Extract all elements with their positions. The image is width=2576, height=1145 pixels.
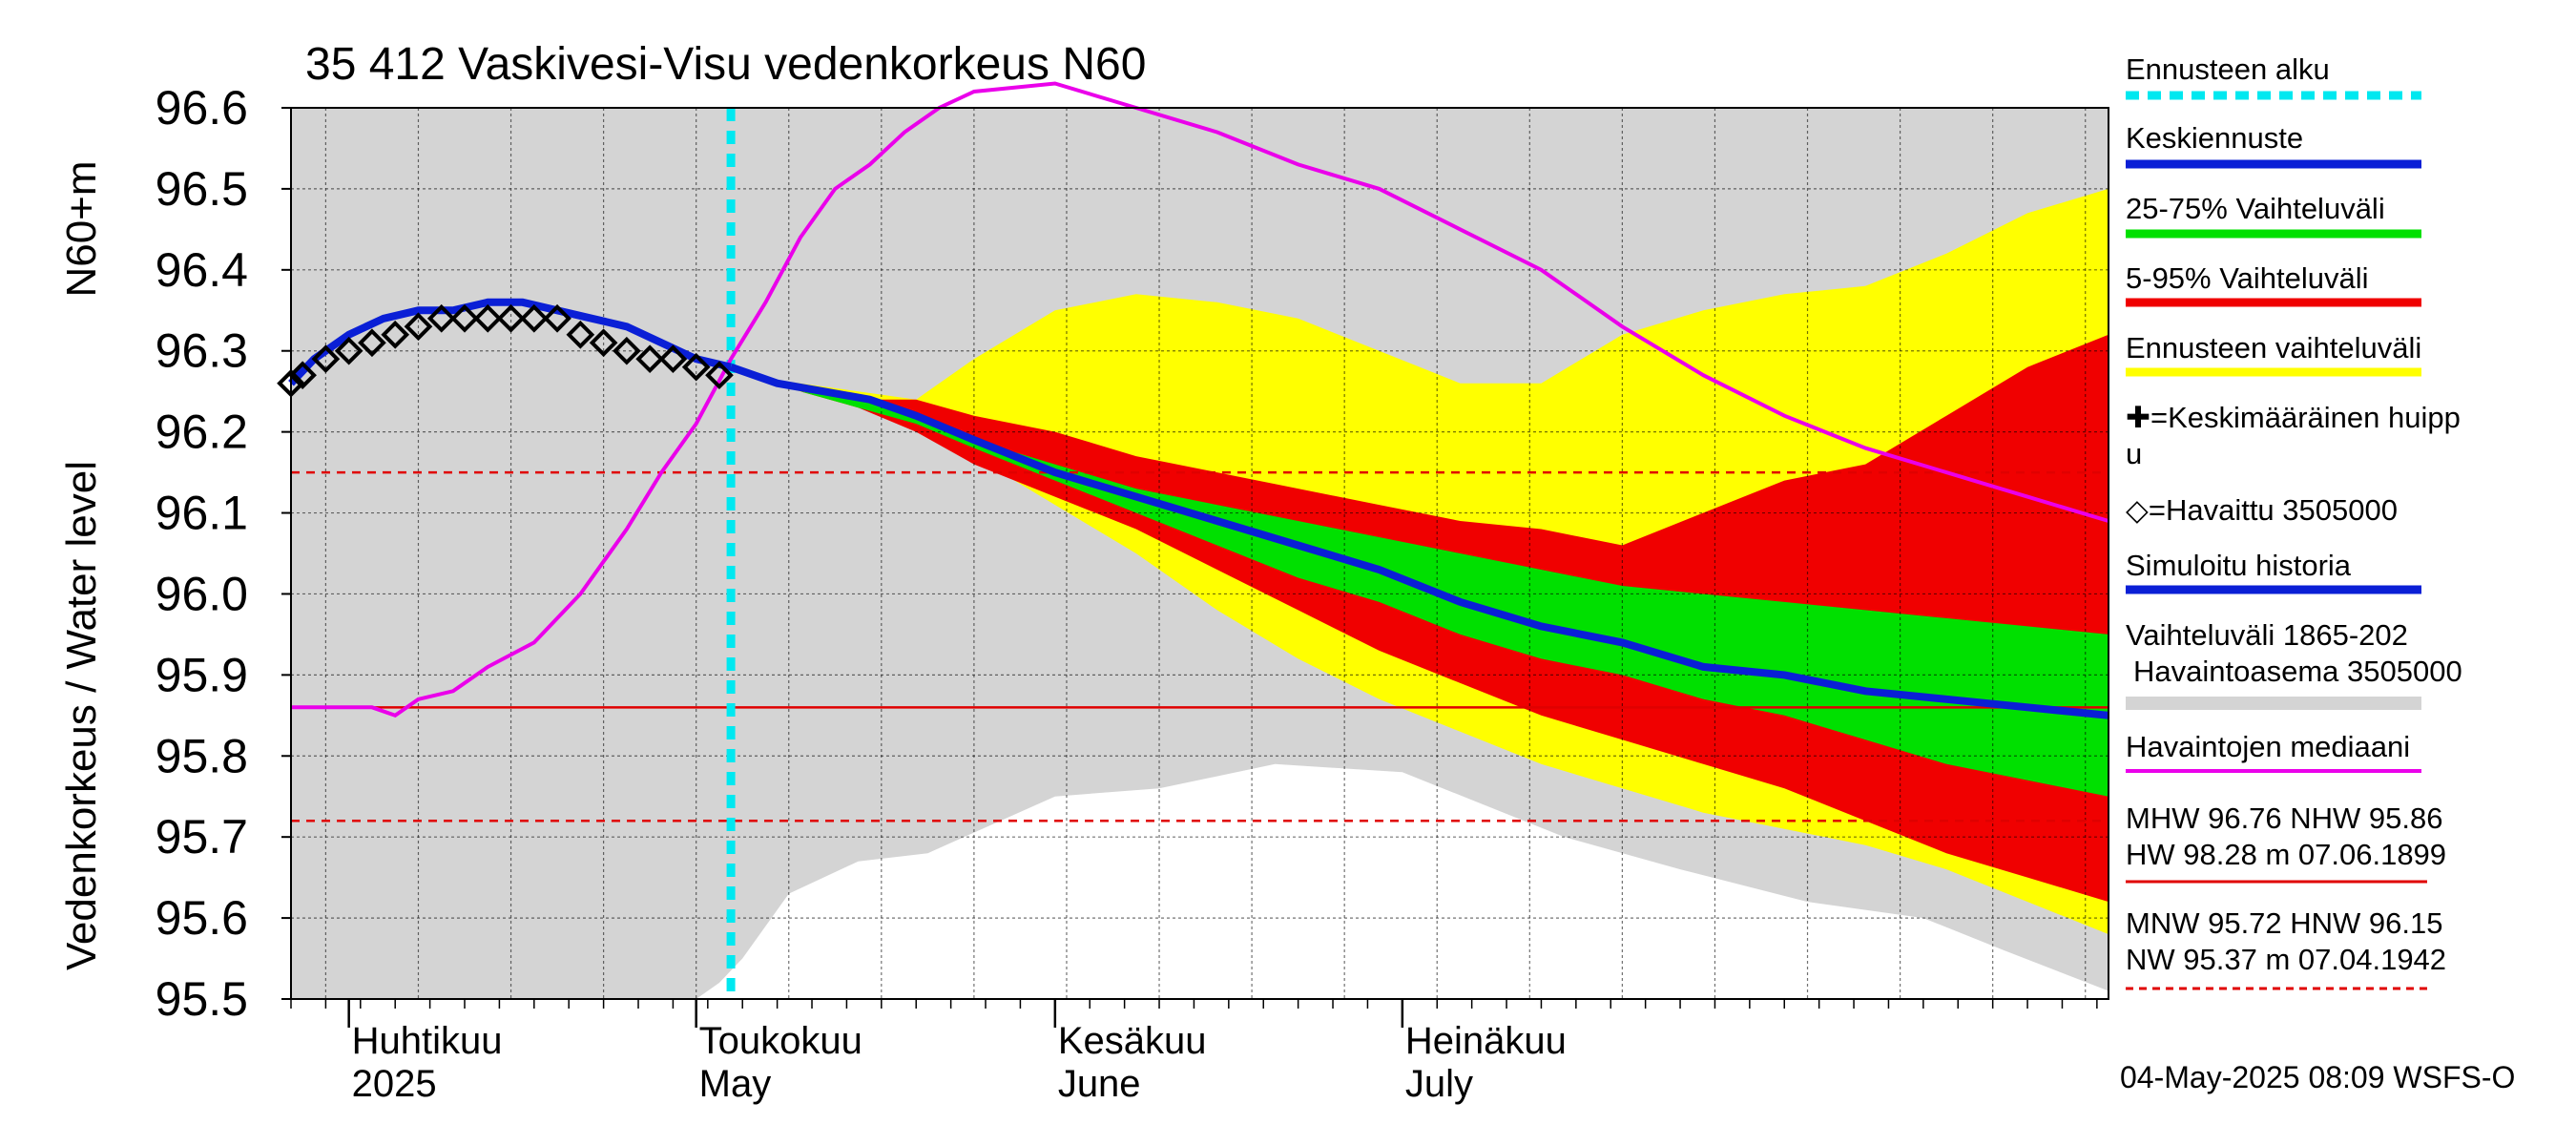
plot-frame	[290, 107, 2109, 1000]
y-tick-label: 95.6	[156, 891, 248, 945]
legend-label: 25-75% Vaihteluväli	[2126, 192, 2385, 225]
observed-point	[334, 336, 364, 365]
legend-label: Keskiennuste	[2126, 121, 2303, 155]
y-axis-unit: N60+m	[58, 160, 105, 297]
observed-point	[566, 320, 595, 349]
y-tick-label: 96.4	[156, 243, 248, 297]
x-month-label-en: July	[1405, 1063, 1473, 1105]
observed-point	[589, 328, 618, 358]
observed-point	[613, 336, 641, 365]
x-month-label-fi: Kesäkuu	[1058, 1020, 1207, 1062]
series-layer	[288, 81, 2109, 999]
axes-layer: 95.5 95.6 95.7 95.8 95.9 96.0 96.1 96.2 96.3 96.4…	[156, 81, 2109, 1105]
y-tick-label: 96.6	[156, 81, 248, 135]
observed-point	[496, 303, 526, 333]
legend-label-wrap: u	[2126, 437, 2142, 470]
legend-label: Ennusteen alku	[2126, 52, 2330, 86]
observation-markers	[277, 303, 734, 398]
y-tick-label: 96.5	[156, 162, 248, 216]
y-axis-label: Vedenkorkeus / Water level	[58, 461, 105, 970]
legend-label: Simuloitu historia	[2126, 549, 2352, 582]
legend: Ennusteen alku Keskiennuste 25-75% Vaihtel…	[2126, 52, 2462, 773]
stats-line-1: MHW 96.76 NHW 95.86	[2126, 802, 2443, 835]
observed-point	[705, 361, 734, 390]
legend-label: Ennusteen vaihteluväli	[2126, 331, 2421, 364]
y-tick-label: 95.8	[156, 729, 248, 782]
stats-line-3: MNW 95.72 HNW 96.15	[2126, 906, 2443, 940]
y-tick-label: 95.9	[156, 648, 248, 701]
chart-title: 35 412 Vaskivesi-Visu vedenkorkeus N60	[305, 39, 1146, 90]
x-month-label-en: 2025	[352, 1063, 437, 1105]
observed-point	[311, 344, 341, 374]
stats-line-4: NW 95.37 m 07.04.1942	[2126, 943, 2446, 976]
legend-label: 5-95% Vaihteluväli	[2126, 261, 2368, 295]
observed-point	[381, 320, 410, 349]
y-tick-label: 95.5	[156, 972, 248, 1026]
footer-timestamp: 04-May-2025 08:09 WSFS-O	[2120, 1060, 2515, 1094]
reference-lines	[291, 470, 2109, 822]
x-month-label-fi: Heinäkuu	[1405, 1020, 1567, 1062]
x-month-label-en: May	[699, 1063, 772, 1105]
observed-point	[658, 344, 688, 374]
observed-point	[681, 352, 711, 382]
observed-point	[404, 312, 433, 342]
y-tick-label: 96.1	[156, 487, 248, 540]
x-month-label-en: June	[1058, 1063, 1141, 1105]
x-month-label-fi: Huhtikuu	[352, 1020, 503, 1062]
y-tick-label: 96.2	[156, 406, 248, 459]
legend-label: Vaihteluväli 1865-202	[2126, 618, 2408, 652]
observed-point	[473, 303, 503, 333]
observed-point	[450, 303, 479, 333]
observed-point	[635, 344, 664, 374]
legend-label: ✚=Keskimääräinen huipp	[2126, 401, 2461, 434]
legend-label-wrap: Havaintoasema 3505000	[2133, 655, 2462, 688]
series-mean-forecast-line	[729, 363, 2109, 719]
series-median-line	[291, 81, 2109, 718]
observed-point	[543, 303, 571, 333]
legend-label: ◇=Havaittu 3505000	[2126, 493, 2398, 527]
legend-label: Havaintojen mediaani	[2126, 730, 2410, 763]
observed-point	[358, 328, 386, 358]
x-month-label-fi: Toukokuu	[699, 1020, 862, 1062]
y-tick-label: 96.3	[156, 324, 248, 378]
band-layer	[291, 108, 2109, 999]
observed-point	[288, 361, 317, 390]
series-simulated-history-line	[288, 298, 733, 386]
stats-line-2: HW 98.28 m 07.06.1899	[2126, 838, 2446, 871]
y-tick-label: 95.7	[156, 810, 248, 864]
observed-point	[519, 303, 549, 333]
observed-point	[426, 303, 456, 333]
y-tick-label: 96.0	[156, 567, 248, 620]
